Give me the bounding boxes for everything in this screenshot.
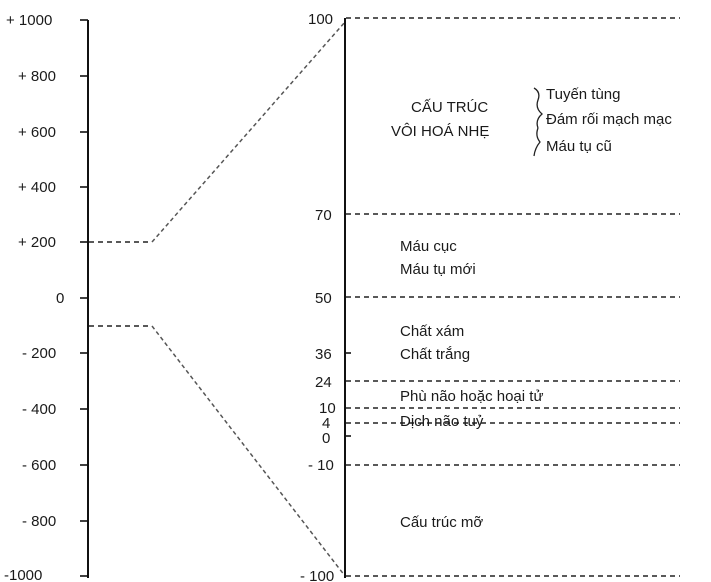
left-tick-label: -1000 [4,567,42,582]
calcified-title-line1: CẤU TRÚC [411,99,488,116]
left-tick-label: 0 [56,290,64,307]
right-tick-label: 36 [315,346,332,363]
right-tick-label: 4 [322,415,330,432]
left-tick-label: + 600 [18,124,56,141]
right-tick-label: - 10 [308,457,334,474]
white-matter-label: Chất trắng [400,346,470,363]
blood-clot-label: Máu cục [400,238,457,255]
right-tick-label: 70 [315,207,332,224]
left-tick-label: - 600 [22,457,56,474]
left-tick-label: - 200 [22,345,56,362]
right-axis-labels: 100 70 50 36 24 10 4 0 - 10 - 100 [300,11,336,582]
right-tick-label: 10 [319,400,336,417]
left-tick-label: + 800 [18,68,56,85]
right-tick-label: 50 [315,290,332,307]
edema-necrosis-label: Phù não hoặc hoại tử [400,388,543,405]
brace-upper [533,87,543,129]
right-level-lines [346,17,680,577]
right-tick-label: - 100 [300,568,334,582]
calcified-item: Tuyến tùng [546,86,621,103]
left-axis-labels: + 1000 + 800 + 600 + 400 + 200 0 - 200 -… [4,12,64,582]
left-tick-label: + 200 [18,234,56,251]
right-tick-label: 100 [308,11,333,28]
left-tick-label: - 800 [22,513,56,530]
calcified-item: Đám rối mạch mạc [546,111,672,128]
calcified-title-line2: VÔI HOÁ NHẸ [391,123,489,140]
gray-matter-label: Chất xám [400,323,464,340]
left-axis-ticks [80,19,88,577]
calcified-item: Máu tụ cũ [546,138,612,155]
right-tick-label: 24 [315,374,332,391]
brace-lower [533,127,541,157]
csf-label: Dịch não tuỷ [400,413,484,430]
left-tick-label: - 400 [22,401,56,418]
window-mapping-lines [89,21,346,577]
right-axis-ticks [345,352,351,437]
lower-mapping-line [151,325,346,577]
left-tick-label: + 1000 [6,12,52,29]
right-tick-label: 0 [322,430,330,447]
calcified-structures-group: CẤU TRÚC VÔI HOÁ NHẸ Tuyến tùng Đám rối … [391,86,672,157]
fat-structure-label: Cấu trúc mỡ [400,514,483,531]
left-tick-label: + 400 [18,179,56,196]
fresh-hematoma-label: Máu tụ mới [400,261,476,278]
